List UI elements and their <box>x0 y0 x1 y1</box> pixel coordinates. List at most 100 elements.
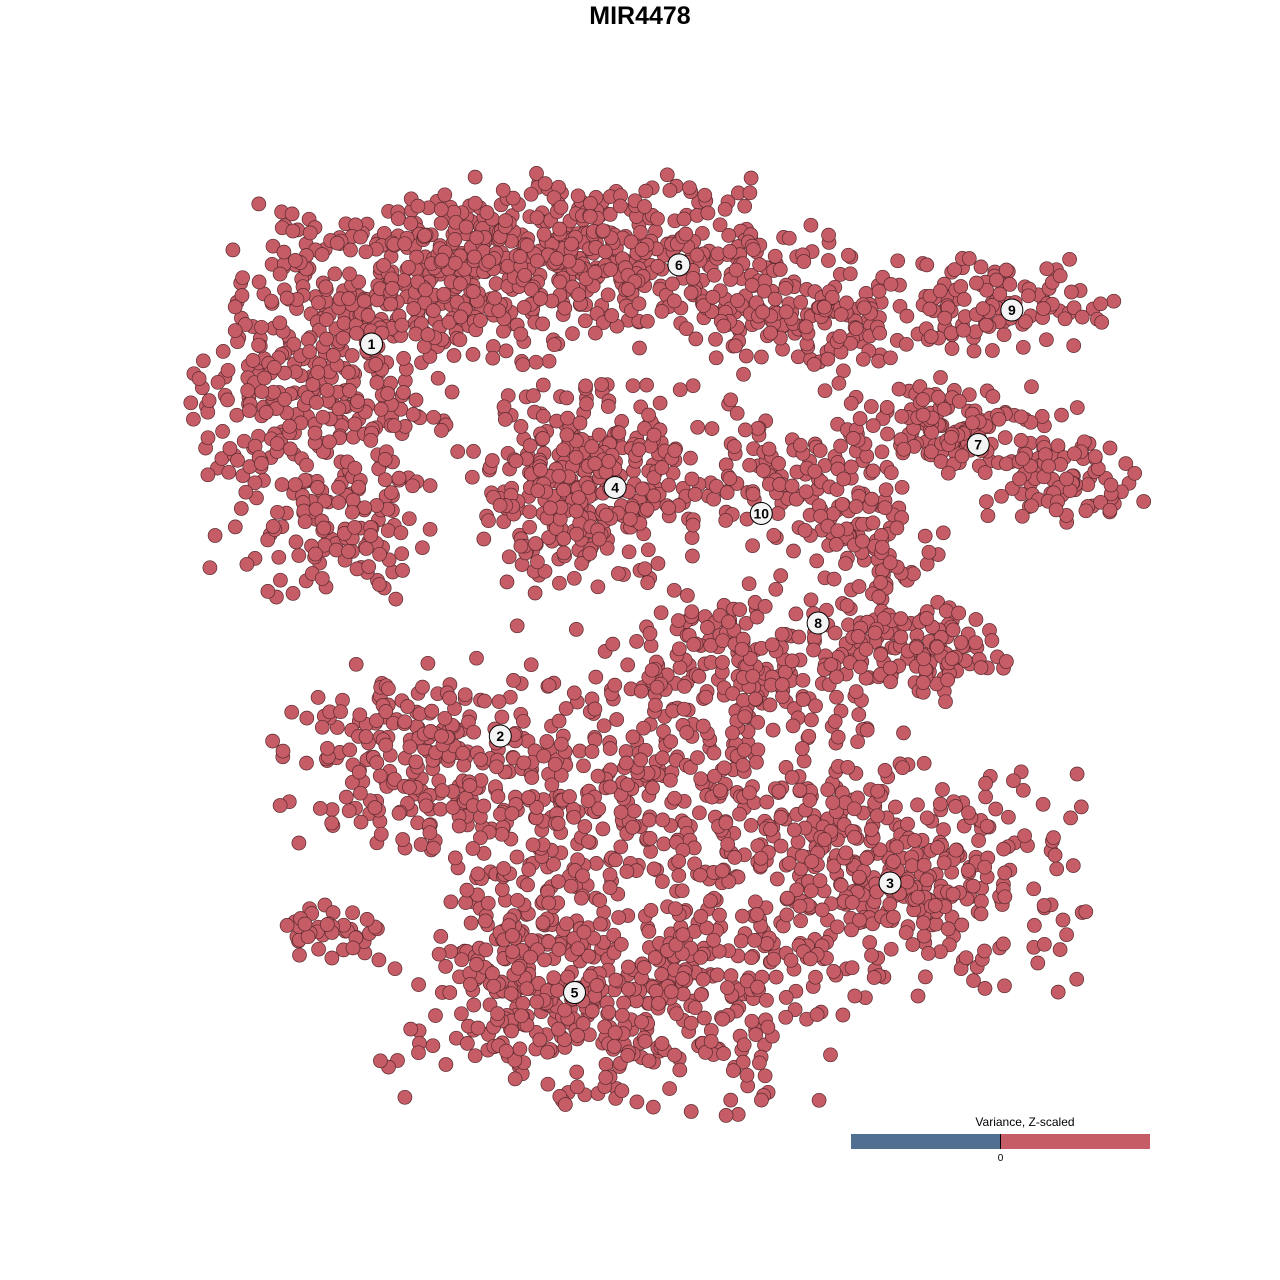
point-cluster-8 <box>826 571 842 587</box>
point-cluster-7 <box>843 396 859 411</box>
point-cluster-1 <box>215 424 230 439</box>
point-cluster-6 <box>666 293 682 309</box>
point-cluster-3 <box>973 906 989 922</box>
point-cluster-2 <box>400 699 415 714</box>
point-cluster-1 <box>271 549 287 565</box>
point-cluster-1 <box>266 360 282 375</box>
point-cluster-8 <box>906 566 921 582</box>
point-cluster-2 <box>477 693 492 709</box>
point-cluster-3 <box>979 818 995 834</box>
point-cluster-6 <box>453 309 468 325</box>
point-cluster-7 <box>915 407 931 423</box>
point-cluster-8 <box>791 629 807 645</box>
point-cluster-5 <box>827 714 843 729</box>
point-cluster-3 <box>1059 927 1074 943</box>
point-cluster-10 <box>683 450 698 466</box>
point-cluster-6 <box>676 211 692 227</box>
point-cluster-5 <box>749 907 765 922</box>
point-cluster-2 <box>413 837 429 852</box>
point-cluster-5 <box>620 1048 636 1063</box>
point-cluster-1 <box>233 501 249 516</box>
point-cluster-3 <box>988 801 1004 817</box>
point-cluster-3 <box>948 799 963 814</box>
point-cluster-1 <box>235 270 250 286</box>
point-cluster-5 <box>574 890 589 906</box>
point-cluster-5 <box>557 1002 573 1018</box>
cluster-label-3: 3 <box>878 871 902 895</box>
point-cluster-1 <box>403 216 419 231</box>
point-cluster-8 <box>871 589 887 605</box>
point-cluster-5 <box>804 854 820 869</box>
point-cluster-8 <box>873 647 888 662</box>
point-cluster-3 <box>927 898 943 913</box>
point-cluster-3 <box>862 935 878 950</box>
point-cluster-3 <box>977 943 992 959</box>
point-cluster-2 <box>451 818 467 834</box>
point-cluster-8 <box>858 641 874 657</box>
point-cluster-5 <box>558 701 574 716</box>
point-cluster-10 <box>687 487 703 502</box>
point-cluster-10 <box>737 422 753 438</box>
point-cluster-1 <box>227 299 243 315</box>
point-cluster-5 <box>633 752 649 768</box>
point-cluster-5 <box>535 915 551 931</box>
point-cluster-8 <box>938 694 953 710</box>
point-cluster-3 <box>889 839 905 855</box>
point-cluster-3 <box>997 889 1013 905</box>
point-cluster-4 <box>555 442 571 458</box>
point-cluster-4 <box>556 531 572 547</box>
point-cluster-6 <box>736 366 751 382</box>
point-cluster-5 <box>546 970 562 986</box>
point-cluster-5 <box>636 960 652 975</box>
point-cluster-7 <box>997 430 1013 445</box>
point-cluster-6 <box>583 196 598 211</box>
point-cluster-3 <box>966 973 981 988</box>
point-cluster-5 <box>532 1032 548 1048</box>
point-cluster-2 <box>341 803 357 819</box>
point-cluster-1 <box>327 266 343 282</box>
point-cluster-5 <box>596 718 612 734</box>
point-cluster-2 <box>284 704 300 720</box>
point-cluster-4 <box>568 449 584 465</box>
point-cluster-5 <box>706 932 721 948</box>
point-cluster-5 <box>485 966 500 981</box>
point-cluster-5 <box>663 734 679 749</box>
point-cluster-7 <box>880 426 895 442</box>
point-cluster-6 <box>806 357 822 372</box>
point-cluster-5 <box>609 712 625 727</box>
point-cluster-1 <box>319 331 334 347</box>
point-cluster-8 <box>788 606 804 622</box>
point-cluster-2 <box>292 947 307 963</box>
point-cluster-5 <box>833 877 849 893</box>
point-cluster-6 <box>401 259 416 275</box>
point-cluster-5 <box>785 718 801 734</box>
point-cluster-4 <box>513 538 529 554</box>
point-cluster-6 <box>458 219 474 235</box>
point-cluster-5 <box>645 780 660 796</box>
point-cluster-8 <box>768 581 784 597</box>
point-cluster-7 <box>952 394 967 409</box>
point-cluster-6 <box>570 188 586 204</box>
point-cluster-9 <box>953 279 969 294</box>
point-cluster-1 <box>336 315 352 331</box>
point-cluster-4 <box>535 431 551 446</box>
point-cluster-3 <box>932 796 948 812</box>
point-cluster-6 <box>831 375 847 391</box>
point-cluster-9 <box>922 301 938 317</box>
point-cluster-6 <box>523 186 539 202</box>
point-cluster-6 <box>696 298 711 313</box>
point-cluster-6 <box>582 209 598 224</box>
point-cluster-6 <box>537 176 553 191</box>
point-cluster-2 <box>442 690 458 706</box>
point-cluster-6 <box>447 232 463 247</box>
point-cluster-3 <box>882 896 898 912</box>
point-cluster-10 <box>745 538 760 554</box>
point-cluster-5 <box>739 1067 755 1083</box>
point-cluster-2 <box>420 655 436 671</box>
point-cluster-6 <box>796 254 812 269</box>
point-cluster-4 <box>476 531 492 547</box>
point-cluster-1 <box>363 433 379 448</box>
point-cluster-5 <box>577 819 593 834</box>
point-cluster-3 <box>814 902 830 918</box>
point-cluster-5 <box>720 836 736 852</box>
